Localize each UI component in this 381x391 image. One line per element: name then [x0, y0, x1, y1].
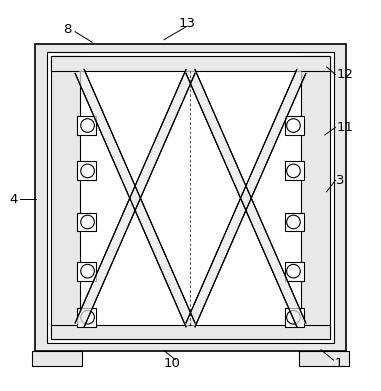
Circle shape: [81, 264, 94, 278]
Polygon shape: [186, 70, 306, 327]
Bar: [51, 56, 330, 72]
Text: 4: 4: [9, 193, 17, 206]
Bar: [51, 56, 330, 339]
Bar: [77, 262, 96, 281]
Circle shape: [81, 119, 94, 132]
Bar: [285, 161, 304, 180]
Circle shape: [287, 310, 300, 324]
Text: 10: 10: [163, 357, 180, 369]
Bar: [301, 56, 330, 339]
Circle shape: [287, 164, 300, 178]
Bar: [77, 308, 96, 327]
Text: 8: 8: [63, 23, 72, 36]
Bar: [77, 116, 96, 135]
Text: 13: 13: [178, 17, 195, 30]
Polygon shape: [186, 70, 306, 327]
Polygon shape: [75, 70, 195, 327]
Text: 1: 1: [334, 357, 343, 369]
Bar: [77, 213, 96, 231]
Bar: [299, 351, 349, 366]
Circle shape: [81, 164, 94, 178]
Text: 3: 3: [336, 174, 345, 187]
Bar: [285, 308, 304, 327]
Bar: [285, 116, 304, 135]
Text: 11: 11: [336, 121, 353, 134]
Bar: [32, 351, 82, 366]
Circle shape: [287, 264, 300, 278]
Circle shape: [81, 215, 94, 229]
Bar: [51, 56, 80, 339]
Circle shape: [287, 119, 300, 132]
Bar: [51, 325, 330, 339]
Bar: [285, 213, 304, 231]
Polygon shape: [75, 70, 195, 327]
Bar: [47, 52, 334, 343]
Bar: [77, 161, 96, 180]
Text: 12: 12: [336, 68, 353, 81]
Bar: [35, 44, 346, 351]
Circle shape: [287, 215, 300, 229]
Circle shape: [81, 310, 94, 324]
Bar: [285, 262, 304, 281]
